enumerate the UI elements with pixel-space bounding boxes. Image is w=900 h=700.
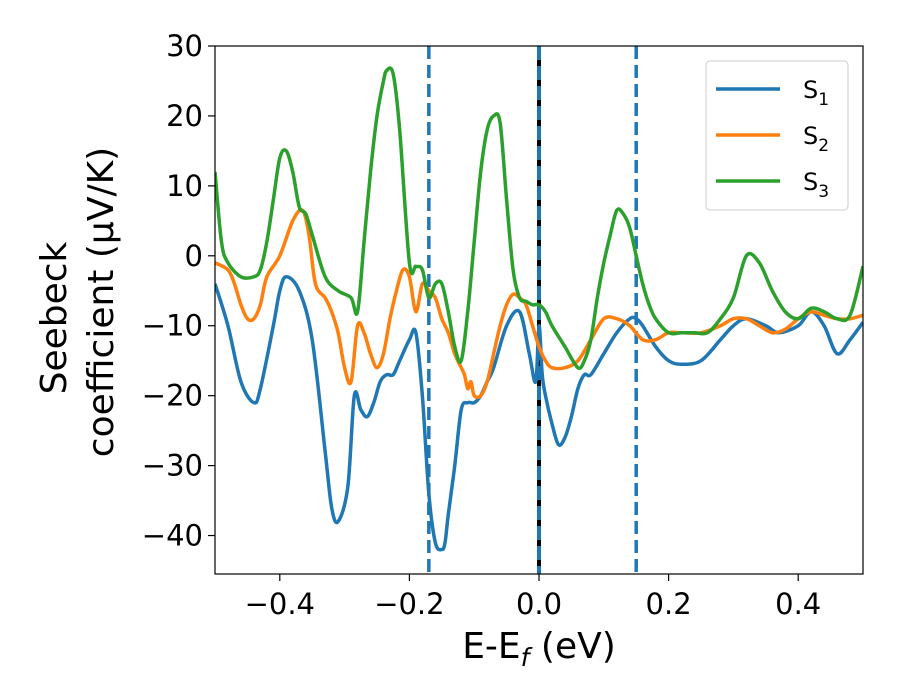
y-tick-label: 0 — [185, 239, 203, 273]
x-axis-label-main: E-E — [462, 626, 520, 667]
y-tick-label: 30 — [166, 29, 203, 63]
y-tick-label: −20 — [142, 379, 203, 413]
x-tick-label: 0.0 — [516, 587, 562, 621]
y-axis: 30 20 10 0 −10 −20 −30 −40 — [142, 29, 215, 553]
series-line-s3 — [215, 66, 863, 371]
reference-lines — [427, 46, 638, 574]
x-tick-label: 0.2 — [646, 587, 692, 621]
legend-label-s2: S2 — [803, 122, 829, 156]
x-axis-label-suffix: (eV) — [529, 626, 615, 667]
legend: S1 S2 S3 — [705, 60, 849, 211]
y-axis-label-line2: coefficient (μV/K) — [81, 147, 122, 457]
legend-label-s3: S3 — [803, 168, 829, 202]
y-tick-label: −40 — [142, 519, 203, 553]
x-axis-label: E-Ef (eV) — [462, 626, 616, 672]
y-tick-label: −10 — [142, 309, 203, 343]
x-axis: −0.4 −0.2 0.0 0.2 0.4 — [245, 574, 821, 621]
y-tick-label: 10 — [166, 169, 203, 203]
x-tick-label: −0.4 — [245, 587, 315, 621]
y-tick-label: −30 — [142, 449, 203, 483]
series-layer — [215, 66, 863, 552]
x-tick-label: 0.4 — [775, 587, 821, 621]
legend-label-s1: S1 — [803, 76, 829, 110]
y-axis-label-line1: Seebeck — [34, 241, 75, 394]
y-tick-label: 20 — [166, 99, 203, 133]
x-tick-label: −0.2 — [374, 587, 444, 621]
